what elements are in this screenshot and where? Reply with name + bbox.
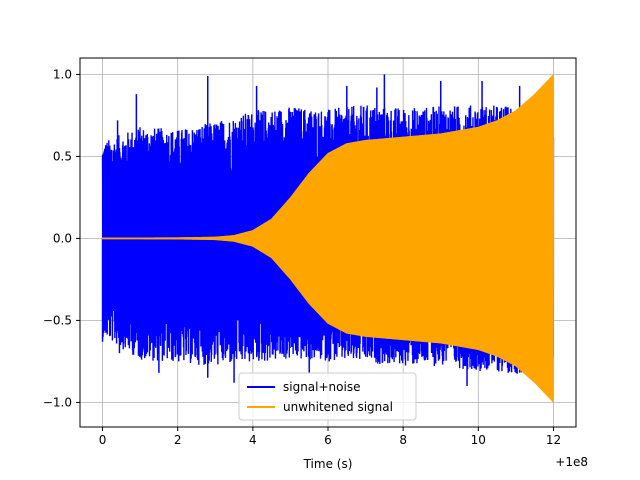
x-tick-label: 8: [399, 433, 407, 447]
x-axis-label: Time (s): [303, 457, 353, 471]
x-offset-label: +1e8: [555, 455, 588, 469]
series-unwhitened-signal: [101, 74, 555, 403]
x-tick-label: 12: [546, 433, 561, 447]
legend: signal+noise unwhitened signal: [238, 372, 417, 421]
y-tick-label: −1.0: [43, 395, 72, 409]
y-tick-label: −0.5: [43, 313, 72, 327]
y-tick-label: 1.0: [53, 67, 72, 81]
legend-box: [238, 372, 417, 421]
series-layer: [101, 74, 555, 403]
x-tick-label: 10: [471, 433, 486, 447]
y-tick-label: 0.0: [53, 231, 72, 245]
legend-label: signal+noise: [283, 380, 360, 394]
x-tick-label: 6: [324, 433, 332, 447]
y-tick-label: 0.5: [53, 149, 72, 163]
x-tick-label: 2: [174, 433, 182, 447]
ticks-layer: 0 2 4 6 8 10 12 −1.0 −0.5 0.0 0.5 1.0: [43, 67, 561, 447]
x-tick-label: 4: [249, 433, 257, 447]
legend-label: unwhitened signal: [283, 400, 393, 414]
unwhitened-signal-envelope: [102, 74, 554, 403]
x-tick-label: 0: [99, 433, 107, 447]
